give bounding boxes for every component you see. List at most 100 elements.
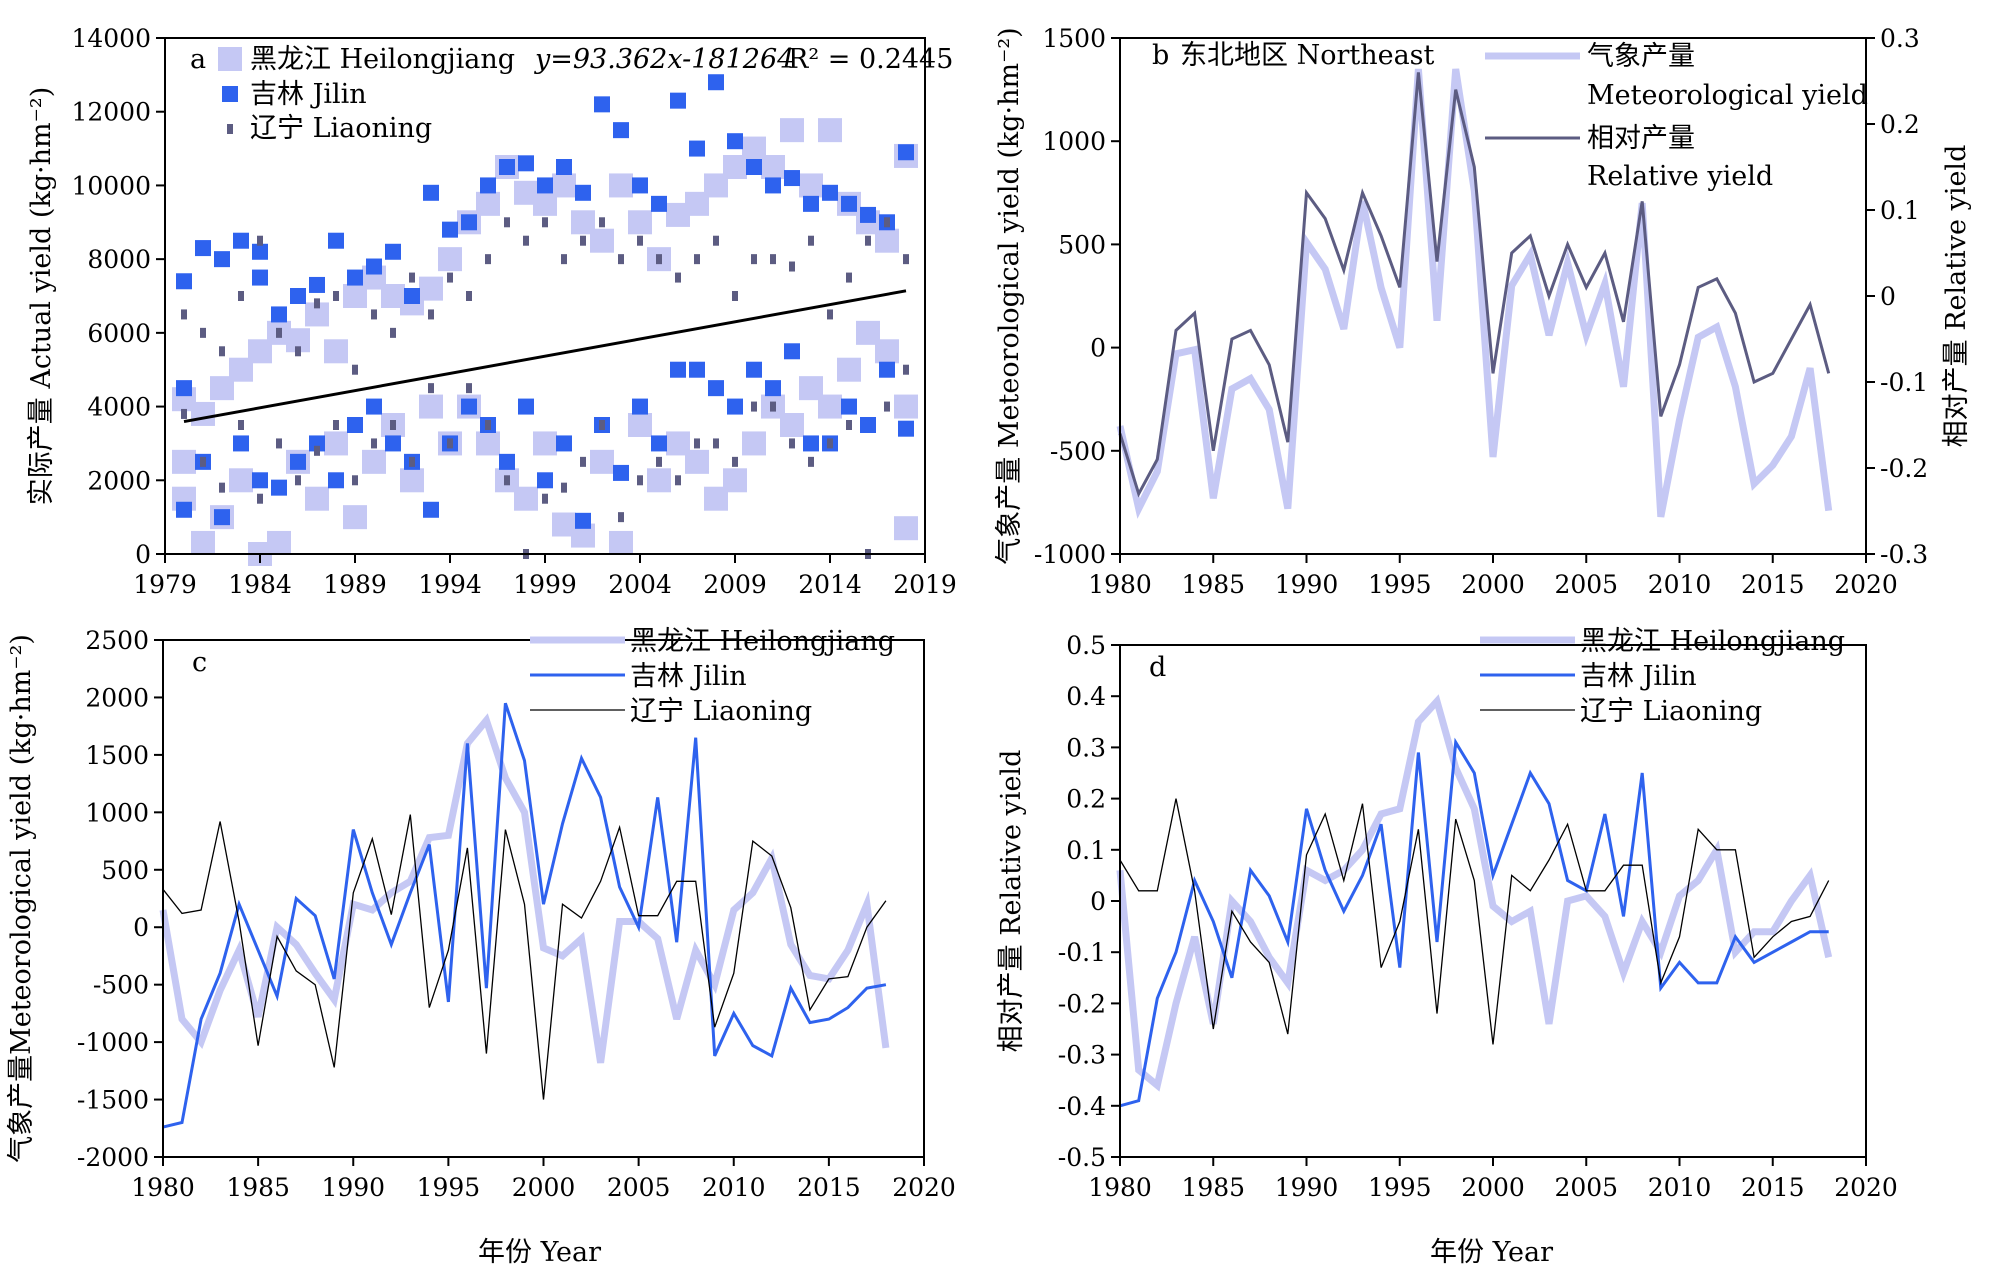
scatter-point-jilin xyxy=(594,96,610,113)
scatter-point-liaoning xyxy=(713,235,719,246)
scatter-point-heilongjiang xyxy=(267,530,291,555)
series-line-heilongjiang-c xyxy=(159,713,890,1064)
scatter-point-jilin xyxy=(404,288,420,304)
x-tick-label-b: 2000 xyxy=(1461,570,1525,599)
x-tick-label-b: 1980 xyxy=(1088,570,1152,599)
y-tick-label-c: 1000 xyxy=(85,798,149,827)
scatter-point-liaoning xyxy=(333,291,339,301)
scatter-point-liaoning xyxy=(181,309,187,320)
scatter-point-liaoning xyxy=(390,420,396,430)
x-tick-label-d: 2010 xyxy=(1648,1173,1712,1202)
series-line-jilin-d xyxy=(1119,737,1829,1108)
x-tick-label-a: 1994 xyxy=(418,570,482,599)
scatter-point-liaoning xyxy=(884,401,890,412)
scatter-point-liaoning xyxy=(257,235,263,246)
y-tick-label-c: -500 xyxy=(93,971,149,1000)
scatter-point-liaoning xyxy=(542,493,548,504)
scatter-point-liaoning xyxy=(599,420,605,430)
scatter-point-liaoning xyxy=(789,438,795,449)
y-tick-label-a: 14000 xyxy=(71,24,151,53)
scatter-point-liaoning xyxy=(314,298,320,309)
y-axis-label-b: 气象产量 Meteorological yield (kg·hm⁻²) xyxy=(994,27,1025,564)
scatter-point-liaoning xyxy=(675,272,681,283)
scatter-point-jilin xyxy=(898,144,914,161)
scatter-point-liaoning xyxy=(808,235,814,246)
scatter-point-heilongjiang xyxy=(191,530,215,555)
x-axis-label-c: 年份 Year xyxy=(478,1237,602,1268)
x-tick-label-d: 1985 xyxy=(1181,1173,1245,1202)
scatter-point-heilongjiang xyxy=(818,118,842,143)
scatter-point-heilongjiang xyxy=(780,118,804,143)
scatter-point-heilongjiang xyxy=(400,468,424,493)
y-tick-label-a: 6000 xyxy=(87,319,151,348)
scatter-point-jilin xyxy=(347,269,363,286)
y-tick-label-b: 1000 xyxy=(1042,127,1106,156)
scatter-point-liaoning xyxy=(808,456,814,467)
x-tick-label-b: 1990 xyxy=(1275,570,1339,599)
y-tick-label-a: 12000 xyxy=(71,98,151,127)
scatter-point-jilin xyxy=(537,177,553,194)
scatter-point-jilin xyxy=(347,417,363,433)
y-tick-label-d: 0.1 xyxy=(1066,836,1106,865)
y-tick-label-d: 0.4 xyxy=(1066,682,1106,711)
x-tick-label-b: 1995 xyxy=(1368,570,1432,599)
y-tick-label-b: -1000 xyxy=(1034,540,1106,569)
x-tick-label-a: 1979 xyxy=(133,570,197,599)
scatter-point-liaoning xyxy=(599,217,605,228)
scatter-point-heilongjiang xyxy=(609,530,633,555)
scatter-point-jilin xyxy=(176,380,192,397)
scatter-point-liaoning xyxy=(466,383,472,394)
scatter-point-liaoning xyxy=(428,309,434,320)
scatter-point-jilin xyxy=(176,273,192,290)
scatter-point-heilongjiang xyxy=(172,449,196,474)
x-tick-label-a: 2009 xyxy=(703,570,767,599)
y-tick-label-c: 2500 xyxy=(85,626,149,655)
y-tick-label-a: 10000 xyxy=(71,171,151,200)
scatter-point-liaoning xyxy=(903,254,909,265)
scatter-point-liaoning xyxy=(390,327,396,338)
legend-label-jilin: 吉林 Jilin xyxy=(250,79,367,110)
scatter-point-heilongjiang xyxy=(476,431,500,456)
scatter-point-liaoning xyxy=(618,254,624,265)
scatter-point-heilongjiang xyxy=(818,394,842,419)
scatter-point-jilin xyxy=(461,398,477,415)
scatter-point-jilin xyxy=(252,472,268,489)
scatter-point-heilongjiang xyxy=(799,173,823,198)
scatter-point-jilin xyxy=(898,420,914,437)
scatter-point-heilongjiang xyxy=(552,173,576,198)
x-tick-label-a: 2014 xyxy=(798,570,862,599)
scatter-point-jilin xyxy=(499,159,515,175)
scatter-point-jilin xyxy=(727,398,743,415)
scatter-point-jilin xyxy=(860,206,876,223)
scatter-point-jilin xyxy=(765,380,781,397)
scatter-point-liaoning xyxy=(428,383,434,394)
panel-label-b: b xyxy=(1152,40,1169,71)
y-tick-label-b: 500 xyxy=(1058,230,1106,259)
x-tick-label-b: 2010 xyxy=(1648,570,1712,599)
scatter-point-liaoning xyxy=(732,456,738,467)
scatter-point-jilin xyxy=(708,74,724,91)
scatter-point-jilin xyxy=(879,361,895,378)
x-tick-label-d: 1995 xyxy=(1368,1173,1432,1202)
regression-equation: y=93.362x-181264 xyxy=(534,44,794,75)
scatter-point-liaoning xyxy=(276,438,282,449)
scatter-point-jilin xyxy=(651,435,667,452)
scatter-point-jilin xyxy=(271,306,287,323)
scatter-point-heilongjiang xyxy=(514,486,538,511)
scatter-point-jilin xyxy=(613,464,629,481)
y-tick-label-d: 0.3 xyxy=(1066,733,1106,762)
legend-label-relative-b-en: Relative yield xyxy=(1587,161,1773,192)
y-tick-label-d: -0.3 xyxy=(1058,1041,1106,1070)
scatter-point-jilin xyxy=(480,177,496,194)
scatter-point-jilin xyxy=(803,195,819,212)
scatter-point-jilin xyxy=(613,122,629,139)
legend-label-liaoning-d: 辽宁 Liaoning xyxy=(1580,696,1762,727)
x-tick-label-a: 1989 xyxy=(323,570,387,599)
trend-line xyxy=(183,289,907,424)
scatter-point-liaoning xyxy=(504,217,510,228)
scatter-point-jilin xyxy=(689,140,705,157)
scatter-point-jilin xyxy=(385,435,401,452)
scatter-point-heilongjiang xyxy=(894,516,918,541)
x-tick-label-c: 2015 xyxy=(797,1173,861,1202)
